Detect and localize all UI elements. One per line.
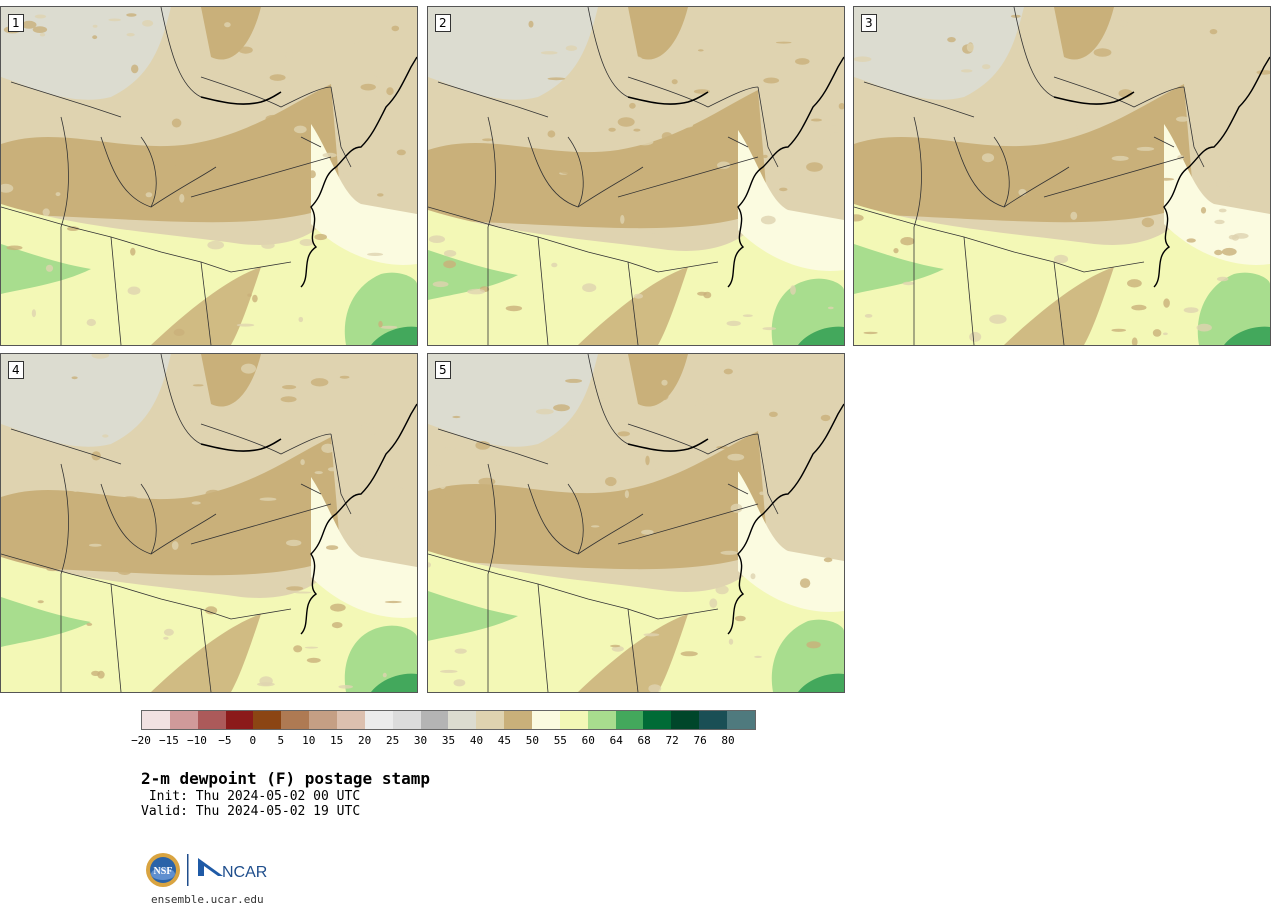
colorbar-tick-label: 80 — [721, 734, 735, 747]
dewpoint-map — [1, 354, 417, 692]
colorbar-box-19 — [671, 711, 700, 729]
panel-label: 5 — [435, 361, 451, 379]
colorbar-box-8 — [364, 711, 393, 729]
title-block: 2-m dewpoint (F) postage stamp Init: Thu… — [141, 769, 430, 819]
colorbar-box-18 — [643, 711, 672, 729]
logos: NSF NCAR — [145, 850, 285, 892]
colorbar-box-9 — [392, 711, 421, 729]
postage-stamp-panel-2: 2 — [427, 6, 845, 346]
postage-stamp-panel-3: 3 — [853, 6, 1271, 346]
colorbar-tick-label: 72 — [665, 734, 679, 747]
colorbar-box-3 — [225, 711, 254, 729]
dewpoint-map — [854, 7, 1270, 345]
logo-divider — [187, 854, 189, 886]
colorbar-tick-label: 68 — [637, 734, 651, 747]
colorbar-box-21 — [727, 711, 755, 729]
init-time: Init: Thu 2024-05-02 00 UTC — [141, 789, 361, 804]
nsf-logo-icon: NSF — [146, 853, 180, 887]
colorbar-tick-label: −20 — [131, 734, 151, 747]
footer-url: ensemble.ucar.edu — [151, 893, 264, 906]
colorbar-tick-label: 25 — [385, 734, 400, 747]
colorbar-tick-label: −5 — [218, 734, 232, 747]
colorbar-box-0 — [142, 711, 170, 729]
colorbar-tick-label: −10 — [186, 734, 207, 747]
colorbar-tick-label: 15 — [330, 734, 344, 747]
colorbar-tick-label: 76 — [693, 734, 707, 747]
ncar-logo-text: NCAR — [222, 864, 267, 881]
dewpoint-map — [428, 354, 844, 692]
colorbar-tick-label: 60 — [581, 734, 595, 747]
colorbar-box-20 — [699, 711, 728, 729]
colorbar-tick-label: 10 — [302, 734, 316, 747]
colorbar-tick-label: 20 — [358, 734, 372, 747]
valid-time: Valid: Thu 2024-05-02 19 UTC — [141, 804, 361, 819]
postage-stamp-panel-1: 1 — [0, 6, 418, 346]
panel-label: 3 — [861, 14, 877, 32]
colorbar-tick-label: 5 — [277, 734, 285, 747]
colorbar-tick-label: −15 — [159, 734, 179, 747]
colorbar-box-1 — [169, 711, 198, 729]
dewpoint-map — [428, 7, 844, 345]
ncar-logo-icon: NCAR — [198, 858, 267, 881]
colorbar-box-14 — [532, 711, 560, 729]
colorbar-box-12 — [476, 711, 505, 729]
colorbar-box-10 — [420, 711, 449, 729]
panel-label: 1 — [8, 14, 24, 32]
nsf-logo-text: NSF — [154, 866, 173, 877]
colorbar-box-4 — [253, 711, 282, 729]
postage-stamp-panel-5: 5 — [427, 353, 845, 693]
dewpoint-map — [1, 7, 417, 345]
plot-title: 2-m dewpoint (F) postage stamp — [141, 769, 430, 788]
colorbar-tick-label: 45 — [497, 734, 512, 747]
colorbar-box-13 — [504, 711, 533, 729]
colorbar-tick-label: 30 — [413, 734, 428, 747]
colorbar-tick-label: 0 — [249, 734, 257, 747]
postage-stamp-panel-4: 4 — [0, 353, 418, 693]
colorbar-tick-label: 40 — [469, 734, 484, 747]
colorbar-tick-label: 64 — [609, 734, 623, 747]
colorbar-box-16 — [587, 711, 616, 729]
colorbar-box-6 — [309, 711, 338, 729]
colorbar-box-5 — [281, 711, 310, 729]
colorbar-tick-label: 55 — [553, 734, 567, 747]
colorbar-tick-label: 50 — [525, 734, 539, 747]
panel-label: 2 — [435, 14, 451, 32]
colorbar-box-2 — [197, 711, 226, 729]
colorbar-box-7 — [337, 711, 365, 729]
colorbar-tick-label: 35 — [441, 734, 456, 747]
colorbar-tick-labels: −20 −15 −10 −5 0 5 10 15 20 25 30 35 40 45 50 55 60 64 68 7… — [131, 734, 756, 748]
colorbar-box-11 — [448, 711, 477, 729]
colorbar-box-17 — [615, 711, 644, 729]
panel-label: 4 — [8, 361, 24, 379]
colorbar-box-15 — [559, 711, 588, 729]
colorbar — [141, 710, 756, 730]
